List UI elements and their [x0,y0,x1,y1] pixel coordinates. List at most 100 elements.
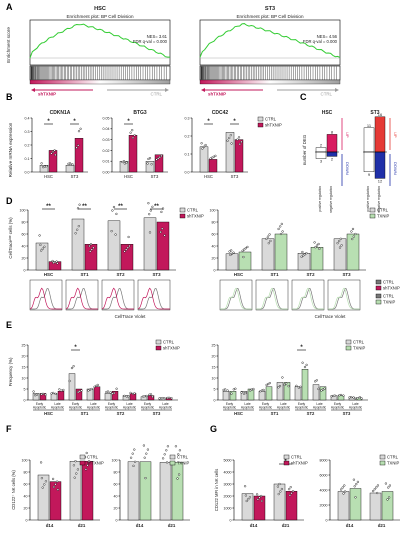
gsea-nes: NES= 4.56 [317,34,338,39]
data-point [258,496,261,499]
subgroup-label: Late [316,402,322,406]
data-point [314,246,317,249]
data-point [76,468,79,471]
data-point [303,365,307,369]
data-point [53,149,56,152]
y-tick-label: 0 [24,398,26,402]
data-point [35,393,38,396]
legend-swatch [283,460,290,466]
data-point [344,490,347,493]
data-point [260,499,263,503]
data-point [125,248,128,251]
bar-txnip [139,461,152,521]
subgroup-label: Apoptotic [69,406,83,410]
legend-swatch [379,454,386,460]
data-point [278,384,282,388]
panel-letter-c: C [300,92,307,102]
legend-swatch [169,454,176,460]
bar-ctrl [261,238,275,271]
data-point [166,461,169,464]
deg-title: ST3 [370,110,379,116]
panel-ylabel: CD122⁺ NK cells (%) [11,470,16,510]
bar-ctrl [199,146,209,173]
subgroup-label: Apoptotic [159,406,173,410]
data-point [162,457,165,460]
data-point [268,382,271,385]
subgroup-label: Early [298,402,306,406]
data-point [131,452,134,455]
y-tick-label: 0 [326,518,328,522]
data-point [32,390,35,393]
data-point [50,152,53,155]
data-point [51,477,55,481]
legend-swatch [379,460,386,466]
legend-label: TXNIP [383,300,396,305]
subgroup-label: Apoptotic [223,406,237,410]
data-point [358,396,361,399]
data-point [232,251,235,254]
bar-txnip [171,462,184,521]
data-point [161,397,164,400]
celltrace-violet-label: CellTrace Violet [115,314,147,319]
y-tick-label: 60 [114,482,118,486]
data-point [384,482,387,485]
data-point [128,244,131,248]
data-point [132,464,135,467]
data-point [127,235,130,239]
data-point [148,213,151,216]
panel-letter-d: D [6,196,13,206]
y-tick-label: 25 [212,343,216,347]
legend-swatch [375,285,382,291]
data-point [388,484,391,487]
data-point [51,150,55,154]
data-point [230,252,234,255]
data-point [75,146,78,149]
subgroup-label: Apoptotic [87,406,101,410]
subgroup-label: Apoptotic [277,406,291,410]
bar-ctrl [107,220,121,271]
gsea-right-label: CTRL [321,92,333,97]
bar-ctrl [241,493,254,521]
data-point [134,460,137,463]
data-point [113,391,116,395]
y-tick-label: 4000 [320,488,328,492]
y-tick-label: 0.00 [103,170,110,174]
bar-ctrl [104,393,112,401]
gsea-subtitle: Enrichment plot: BP Cell Division [236,14,304,19]
bar-ctrl [312,384,320,401]
bar-ctrl [333,238,347,271]
data-point [41,247,44,250]
relative-mrna-label: Relative mRNA expression [8,122,13,177]
deg-up-count: 11 [367,123,372,128]
y-tick-label: 60 [212,232,216,236]
bar-txnip [229,391,237,401]
y-tick-label: 0.0 [185,170,190,174]
data-point [166,445,169,448]
data-point [70,366,74,370]
legend-label: CTRL [377,208,389,213]
data-point [336,242,339,245]
y-tick-label: 0.1 [25,157,30,161]
bar-txnip [381,491,394,521]
data-point [214,154,217,157]
deg-category-label: positive regulation [318,186,322,212]
bar-ctrl [240,391,248,401]
data-point [356,397,359,400]
data-point [338,239,341,243]
bar-shtxnip [75,388,83,401]
subgroup-label: Apoptotic [331,406,345,410]
data-point [71,163,74,166]
data-point [317,242,320,246]
data-point [315,244,319,247]
data-point [242,255,245,259]
bar-ctrl [37,474,50,521]
y-tick-label: 0 [26,518,28,522]
data-point [201,147,204,150]
y-tick-label: 80 [212,220,216,224]
data-point [277,227,280,231]
data-point [252,387,255,391]
bar-txnip [319,386,327,401]
group-label: ST2 [117,411,125,416]
data-point [109,391,112,394]
